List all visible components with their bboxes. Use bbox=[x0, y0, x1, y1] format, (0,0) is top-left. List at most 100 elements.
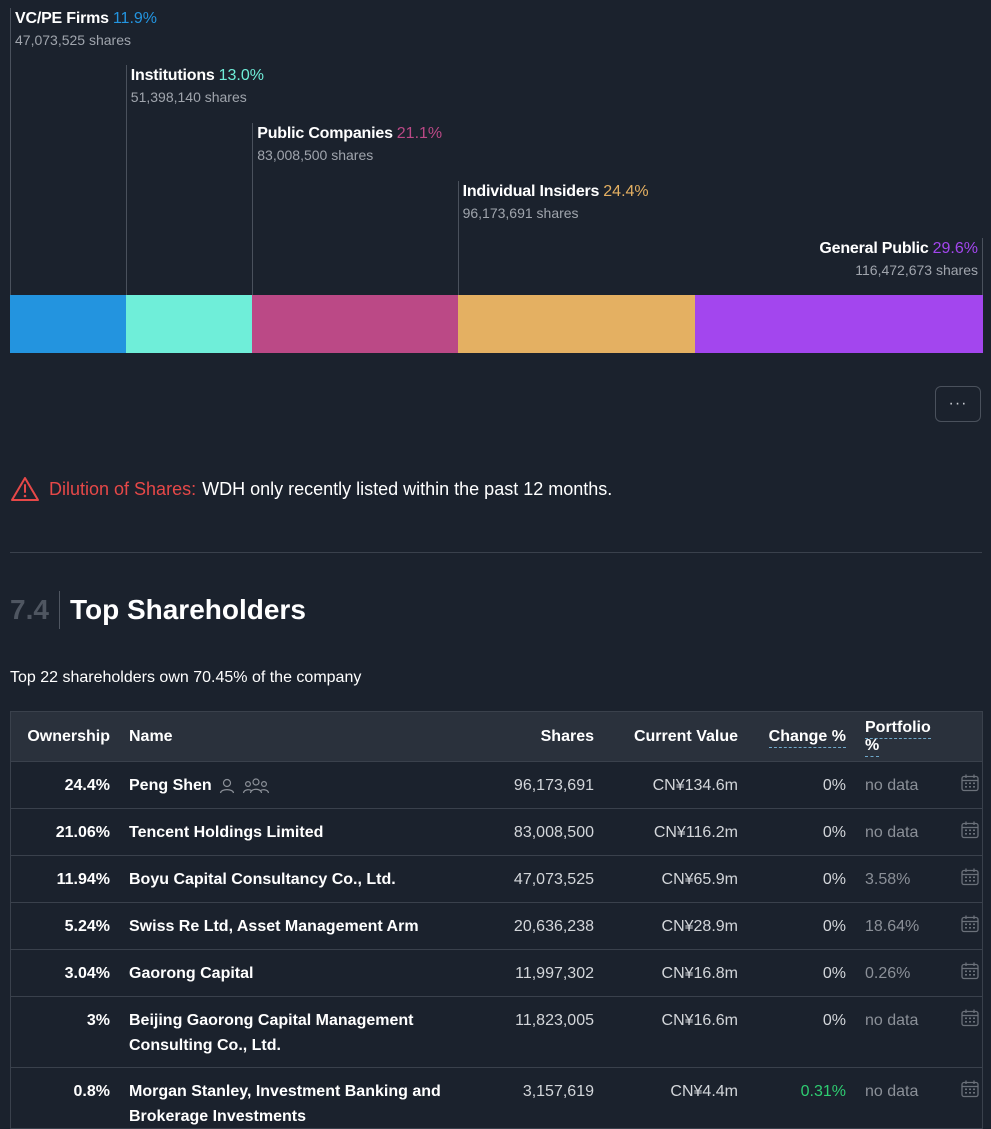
shareholder-type-icons bbox=[218, 777, 276, 795]
group-icon bbox=[242, 778, 269, 793]
shares-cell: 11,823,005 bbox=[515, 1012, 594, 1029]
segment-title: Public Companies bbox=[257, 125, 393, 142]
current-value-cell: CN¥4.4m bbox=[670, 1083, 738, 1100]
bar-segment-3 bbox=[457, 295, 696, 353]
shareholder-name[interactable]: Swiss Re Ltd, Asset Management Arm bbox=[129, 918, 419, 935]
shares-cell: 96,173,691 bbox=[513, 777, 594, 794]
table-row[interactable]: 11.94% Boyu Capital Consultancy Co., Ltd.… bbox=[11, 856, 982, 903]
calendar-icon[interactable] bbox=[960, 914, 980, 934]
segment-leader-line-0 bbox=[10, 8, 11, 295]
table-row[interactable]: 3% Beijing Gaorong Capital Management Con… bbox=[11, 997, 982, 1068]
name-cell[interactable]: Tencent Holdings Limited bbox=[129, 809, 489, 845]
segment-percent: 11.9% bbox=[112, 10, 158, 27]
table-row[interactable]: 0.8% Morgan Stanley, Investment Banking a… bbox=[11, 1068, 982, 1128]
current-value-cell: CN¥134.6m bbox=[652, 777, 738, 794]
calendar-icon[interactable] bbox=[960, 773, 980, 793]
header-current-value[interactable]: Current Value bbox=[633, 727, 738, 745]
change-cell: 0% bbox=[822, 871, 846, 888]
segment-title: Individual Insiders bbox=[462, 183, 600, 200]
name-cell[interactable]: Boyu Capital Consultancy Co., Ltd. bbox=[129, 856, 489, 892]
current-value-cell: CN¥16.6m bbox=[661, 1012, 738, 1029]
segment-title: VC/PE Firms bbox=[15, 10, 109, 27]
more-options-button[interactable]: ··· bbox=[935, 386, 981, 422]
segment-label-0: VC/PE Firms 11.9% 47,073,525 shares bbox=[15, 10, 157, 48]
portfolio-cell: 3.58% bbox=[865, 871, 911, 888]
change-cell: 0% bbox=[822, 1012, 846, 1029]
calendar-icon[interactable] bbox=[960, 1079, 980, 1099]
segment-leader-line-4 bbox=[982, 238, 983, 295]
bar-segment-2 bbox=[252, 295, 459, 353]
segment-leader-line-1 bbox=[125, 65, 127, 295]
calendar-icon[interactable] bbox=[960, 867, 980, 887]
current-value-cell: CN¥16.8m bbox=[661, 965, 738, 982]
segment-label-1: Institutions 13.0% 51,398,140 shares bbox=[131, 67, 264, 105]
segment-shares: 116,472,673 shares bbox=[855, 262, 978, 278]
ownership-cell: 3% bbox=[86, 1012, 110, 1029]
shareholder-name[interactable]: Beijing Gaorong Capital Management Consu… bbox=[129, 1012, 414, 1054]
calendar-icon[interactable] bbox=[960, 1008, 980, 1028]
segment-label-4: General Public 29.6% 116,472,673 shares bbox=[819, 240, 978, 278]
change-cell: 0% bbox=[822, 918, 846, 935]
calendar-icon[interactable] bbox=[960, 820, 980, 840]
table-row[interactable]: 21.06% Tencent Holdings Limited 83,008,500… bbox=[11, 809, 982, 856]
ownership-cell: 11.94% bbox=[56, 871, 110, 888]
calendar-button[interactable] bbox=[936, 997, 980, 1036]
current-value-cell: CN¥65.9m bbox=[661, 871, 738, 888]
name-cell[interactable]: Morgan Stanley, Investment Banking and B… bbox=[129, 1068, 489, 1129]
header-shares[interactable]: Shares bbox=[540, 727, 594, 745]
warning-label: Dilution of Shares: bbox=[49, 478, 197, 499]
shareholder-name[interactable]: Morgan Stanley, Investment Banking and B… bbox=[129, 1083, 441, 1125]
section-divider bbox=[10, 552, 982, 553]
warning-text: WDH only recently listed within the past… bbox=[202, 478, 613, 499]
bar-segment-0 bbox=[10, 295, 127, 353]
table-header: Ownership Name Shares Current Value Chan… bbox=[11, 712, 982, 762]
change-cell: 0% bbox=[822, 965, 846, 982]
segment-percent: 29.6% bbox=[932, 240, 978, 257]
section-number: 7.4 bbox=[10, 591, 60, 629]
calendar-button[interactable] bbox=[936, 762, 980, 801]
shareholder-name[interactable]: Tencent Holdings Limited bbox=[129, 824, 324, 841]
segment-percent: 21.1% bbox=[396, 125, 443, 142]
shareholder-name[interactable]: Boyu Capital Consultancy Co., Ltd. bbox=[129, 871, 396, 888]
table-row[interactable]: 5.24% Swiss Re Ltd, Asset Management Arm 2… bbox=[11, 903, 982, 950]
bar-segment-1 bbox=[125, 295, 253, 353]
segment-leader-line-3 bbox=[457, 181, 459, 295]
header-name[interactable]: Name bbox=[129, 727, 173, 745]
table-body: 24.4% Peng Shen 96,173,691 CN¥134.6m 0% no da… bbox=[11, 762, 982, 1128]
calendar-button[interactable] bbox=[936, 950, 980, 989]
segment-title: Institutions bbox=[130, 67, 215, 84]
dilution-warning: Dilution of Shares: WDH only recently li… bbox=[10, 474, 612, 504]
shareholder-name[interactable]: Gaorong Capital bbox=[129, 965, 254, 982]
name-cell[interactable]: Peng Shen bbox=[129, 762, 489, 798]
segment-shares: 47,073,525 shares bbox=[15, 32, 131, 48]
segment-leader-line-2 bbox=[252, 123, 254, 295]
section-title: Top Shareholders bbox=[69, 594, 306, 625]
name-cell[interactable]: Swiss Re Ltd, Asset Management Arm bbox=[129, 903, 489, 939]
header-ownership[interactable]: Ownership bbox=[27, 727, 110, 745]
segment-title: General Public bbox=[819, 240, 929, 257]
shares-cell: 47,073,525 bbox=[513, 871, 594, 888]
person-icon bbox=[219, 778, 234, 794]
section-header: 7.4 Top Shareholders bbox=[10, 590, 306, 630]
calendar-button[interactable] bbox=[936, 856, 980, 895]
name-cell[interactable]: Gaorong Capital bbox=[129, 950, 489, 986]
calendar-button[interactable] bbox=[936, 903, 980, 942]
ownership-cell: 24.4% bbox=[64, 777, 110, 794]
ownership-cell: 5.24% bbox=[64, 918, 110, 935]
name-cell[interactable]: Beijing Gaorong Capital Management Consu… bbox=[129, 997, 489, 1058]
shares-cell: 11,997,302 bbox=[515, 965, 594, 982]
header-portfolio[interactable]: Portfolio % bbox=[846, 718, 936, 757]
segment-shares: 51,398,140 shares bbox=[130, 89, 247, 105]
bar-segment-4 bbox=[694, 295, 984, 353]
header-change[interactable]: Change % bbox=[738, 727, 846, 748]
table-row[interactable]: 3.04% Gaorong Capital 11,997,302 CN¥16.8m 0%… bbox=[11, 950, 982, 997]
shares-cell: 20,636,238 bbox=[513, 918, 594, 935]
segment-percent: 13.0% bbox=[218, 67, 264, 84]
shareholder-name[interactable]: Peng Shen bbox=[129, 777, 212, 794]
calendar-button[interactable] bbox=[936, 809, 980, 848]
calendar-icon[interactable] bbox=[960, 961, 980, 981]
table-row[interactable]: 24.4% Peng Shen 96,173,691 CN¥134.6m 0% no da… bbox=[11, 762, 982, 809]
change-cell: 0% bbox=[822, 777, 846, 794]
calendar-button[interactable] bbox=[936, 1068, 980, 1107]
portfolio-cell: 0.26% bbox=[865, 965, 911, 982]
